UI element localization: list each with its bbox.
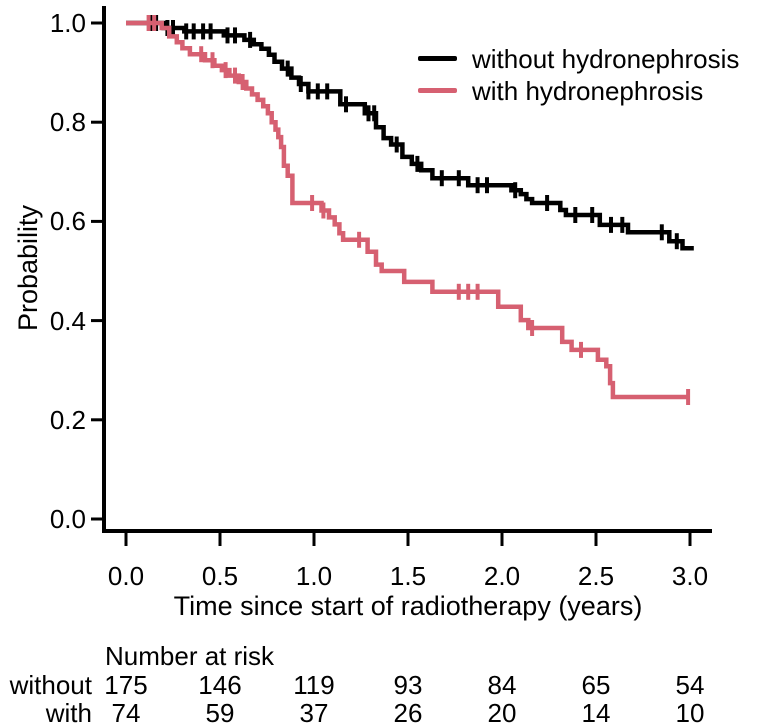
x-tick-label: 0.5 bbox=[201, 561, 239, 591]
legend-line-without-hydronephrosis bbox=[418, 56, 457, 61]
y-tick-label: 0.0 bbox=[49, 504, 86, 534]
risk-row-label-with: with bbox=[45, 698, 92, 726]
risk-count: 54 bbox=[675, 670, 705, 700]
legend-label-without-hydronephrosis: without hydronephrosis bbox=[472, 44, 740, 74]
survival-curve bbox=[126, 20, 694, 251]
y-tick-label: 1.0 bbox=[49, 8, 86, 38]
risk-count: 65 bbox=[581, 670, 611, 700]
legend-line-with-hydronephrosis bbox=[418, 88, 457, 93]
risk-count: 93 bbox=[393, 670, 423, 700]
legend-label-with-hydronephrosis: with hydronephrosis bbox=[472, 76, 704, 106]
y-tick-label: 0.2 bbox=[49, 405, 86, 435]
x-tick-label: 2.5 bbox=[577, 561, 615, 591]
risk-count: 74 bbox=[111, 698, 141, 726]
risk-row-label-without: without bbox=[9, 670, 92, 700]
risk-count: 14 bbox=[581, 698, 611, 726]
x-tick-label: 2.0 bbox=[483, 561, 521, 591]
y-tick-label: 0.8 bbox=[49, 107, 86, 137]
x-tick-label: 3.0 bbox=[671, 561, 709, 591]
x-axis-title: Time since start of radiotherapy (years) bbox=[173, 591, 643, 621]
risk-table-title: Number at risk bbox=[105, 641, 275, 671]
risk-count: 20 bbox=[487, 698, 517, 726]
risk-count: 59 bbox=[205, 698, 235, 726]
risk-count: 37 bbox=[299, 698, 329, 726]
risk-count: 175 bbox=[104, 670, 148, 700]
risk-count: 26 bbox=[393, 698, 423, 726]
x-tick-label: 1.0 bbox=[295, 561, 333, 591]
risk-count: 10 bbox=[675, 698, 705, 726]
x-tick-label: 0.0 bbox=[107, 561, 145, 591]
x-tick-label: 1.5 bbox=[389, 561, 427, 591]
risk-count: 146 bbox=[198, 670, 242, 700]
y-tick-label: 0.4 bbox=[49, 306, 86, 336]
y-axis-title: Probability bbox=[13, 204, 43, 332]
risk-count: 84 bbox=[487, 670, 517, 700]
y-tick-label: 0.6 bbox=[49, 206, 86, 236]
risk-count: 119 bbox=[293, 670, 335, 700]
